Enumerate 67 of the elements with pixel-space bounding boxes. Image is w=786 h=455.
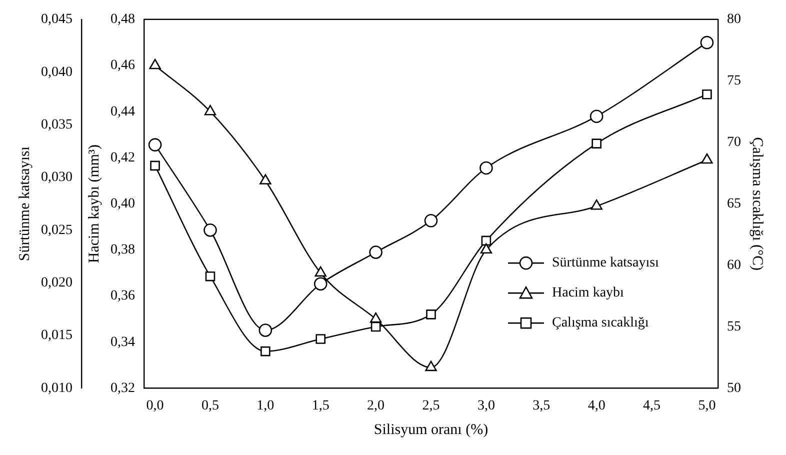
point bbox=[260, 346, 270, 356]
y-tick-label: 0,48 bbox=[110, 12, 135, 28]
y-tick-label: 0,46 bbox=[110, 58, 135, 74]
point bbox=[204, 223, 217, 237]
y3-tick-label: 0,020 bbox=[41, 276, 72, 290]
y3-tick-label: 0,010 bbox=[41, 380, 72, 396]
y-tick-label: 0,36 bbox=[110, 288, 135, 304]
point bbox=[480, 243, 492, 254]
y3-tick-label: 0,025 bbox=[41, 222, 72, 238]
x-axis-title: Silisyum oranı (%) bbox=[374, 422, 488, 438]
point bbox=[260, 174, 272, 184]
x-tick-label: 1,0 bbox=[256, 398, 274, 414]
y3-tick-label: 0,035 bbox=[41, 117, 72, 132]
legend-label: Çalışma sıcaklığı bbox=[552, 316, 649, 331]
point bbox=[148, 138, 162, 152]
x-tick-label: 0,5 bbox=[201, 398, 219, 414]
point bbox=[205, 271, 216, 282]
point bbox=[590, 199, 602, 210]
point bbox=[700, 36, 714, 50]
y3-tick-label: 0,030 bbox=[41, 170, 72, 186]
x-tick-label: 4,0 bbox=[588, 398, 606, 414]
point bbox=[150, 160, 160, 171]
point bbox=[204, 104, 216, 116]
y-tick-label: 0,44 bbox=[110, 104, 135, 120]
x-tick-label: 5,0 bbox=[698, 398, 716, 414]
point bbox=[480, 161, 493, 175]
legend-label: Sürtünme katsayısı bbox=[552, 256, 660, 271]
x-tick-label: 2,5 bbox=[422, 398, 440, 414]
y2-tick-label: 80 bbox=[727, 12, 741, 28]
y2-axis-title: Çalışma sıcaklığı (°C) bbox=[749, 137, 766, 271]
y2-tick-label: 65 bbox=[727, 196, 741, 212]
y-tick-label: 0,38 bbox=[110, 242, 135, 258]
point bbox=[701, 153, 713, 164]
y2-tick-label: 50 bbox=[727, 380, 741, 396]
y3-tick-label: 0,015 bbox=[41, 328, 72, 344]
y-tick-label: 0,42 bbox=[110, 150, 135, 166]
y-tick-label: 0,32 bbox=[110, 380, 135, 396]
legend-label: Hacim kaybı bbox=[552, 286, 624, 301]
point bbox=[592, 138, 602, 148]
point bbox=[369, 246, 382, 259]
point bbox=[316, 334, 326, 344]
y3-axis-title: Sürtünme katsayısı bbox=[16, 146, 33, 262]
x-tick-label: 3,5 bbox=[532, 398, 550, 414]
point bbox=[426, 310, 436, 320]
x-tick-label: 4,5 bbox=[643, 398, 661, 414]
point bbox=[314, 277, 328, 291]
x-tick-label: 1,5 bbox=[312, 398, 330, 414]
y2-tick-label: 75 bbox=[727, 74, 741, 89]
y3-tick-label: 0,045 bbox=[41, 12, 72, 28]
y3-tick-label: 0,040 bbox=[41, 64, 72, 80]
y-tick-label: 0,40 bbox=[110, 196, 135, 212]
point bbox=[314, 266, 326, 277]
point bbox=[370, 312, 382, 323]
y-axis-title: Hacim kaybı (mm³) bbox=[86, 144, 102, 264]
point bbox=[702, 89, 712, 100]
y2-tick-label: 70 bbox=[727, 135, 741, 150]
point bbox=[149, 58, 161, 70]
point bbox=[424, 214, 438, 228]
x-tick-label: 2,0 bbox=[367, 398, 385, 414]
point bbox=[258, 324, 272, 337]
point bbox=[425, 360, 437, 372]
y2-tick-label: 60 bbox=[727, 258, 741, 273]
x-tick-label: 3,0 bbox=[477, 398, 495, 414]
point bbox=[590, 110, 604, 123]
y-tick-label: 0,34 bbox=[110, 334, 135, 350]
x-tick-label: 0,0 bbox=[146, 398, 164, 414]
y2-tick-label: 55 bbox=[727, 319, 741, 334]
